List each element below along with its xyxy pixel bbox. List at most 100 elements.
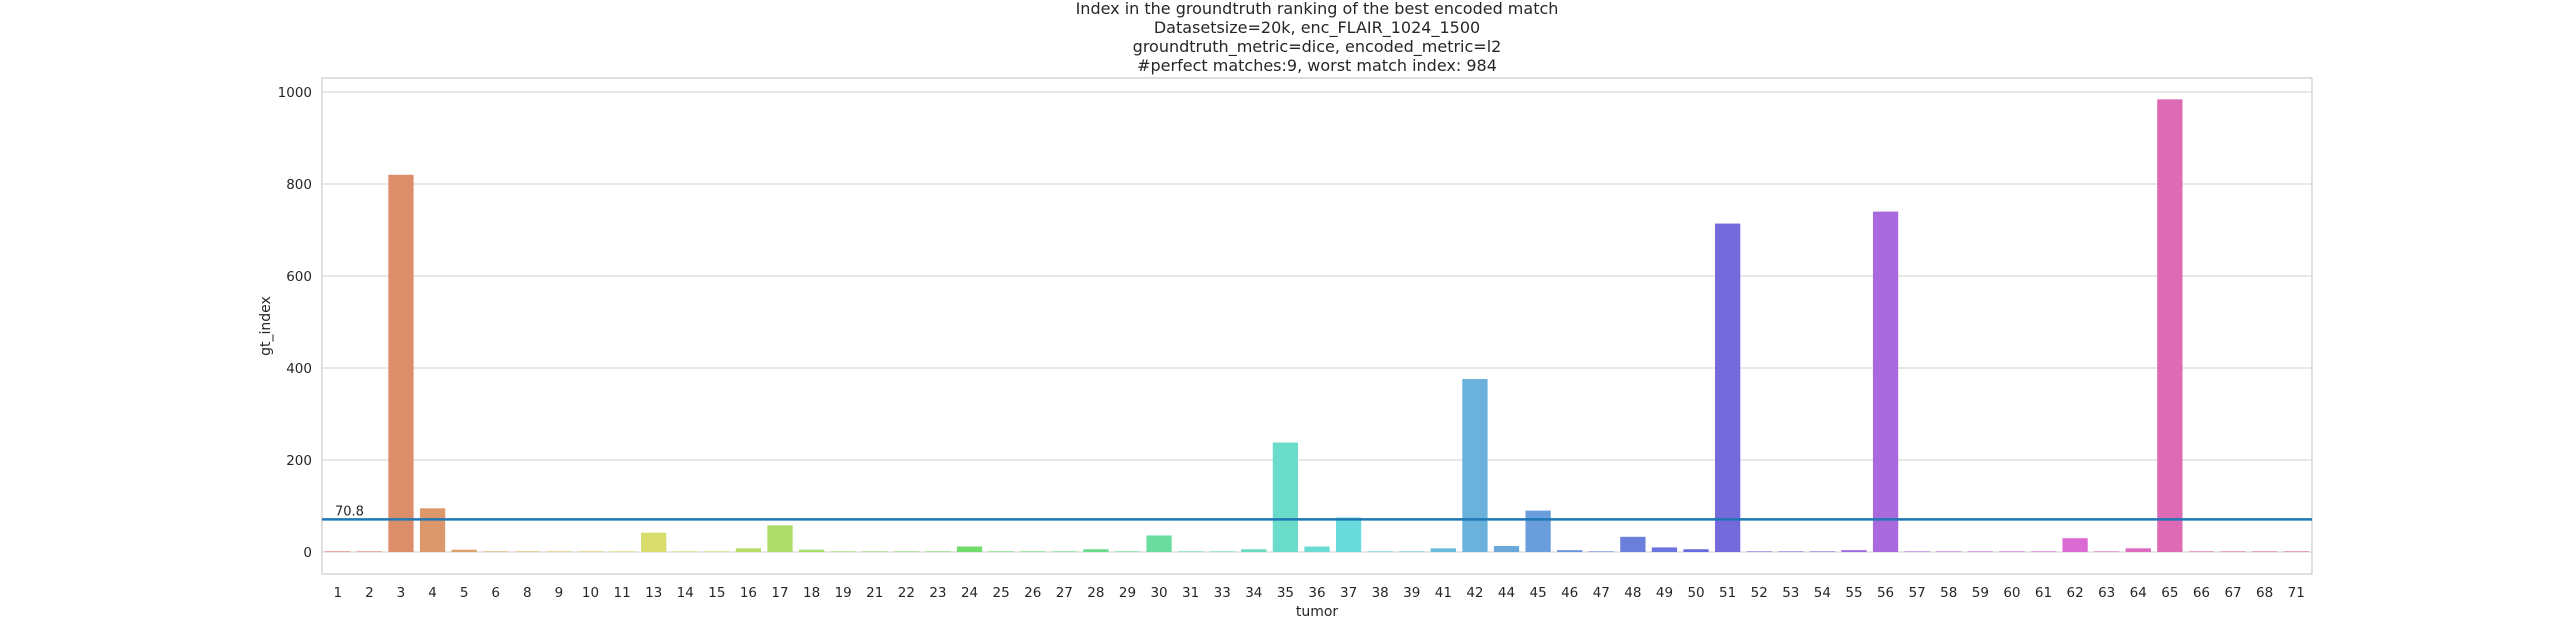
x-tick-labels: 1 2 3 4 5 6 8 9 10 11 13 14 15 16 17 18 19 21 22 23 24 25 26 27… bbox=[333, 585, 2304, 601]
bar-34 bbox=[1241, 549, 1267, 552]
y-tick-labels: 0 200 400 600 800 1000 bbox=[278, 85, 312, 561]
x-tick-label: 8 bbox=[523, 585, 532, 601]
x-tick-label: 37 bbox=[1340, 585, 1357, 601]
bar-56 bbox=[1872, 211, 1899, 552]
bar-48 bbox=[1620, 536, 1646, 552]
x-tick-label: 39 bbox=[1403, 585, 1420, 601]
x-tick-label: 35 bbox=[1277, 585, 1294, 601]
y-tick-label: 400 bbox=[286, 361, 312, 377]
x-tick-label: 4 bbox=[428, 585, 437, 601]
bar-16 bbox=[735, 548, 762, 552]
x-tick-label: 34 bbox=[1245, 585, 1262, 601]
chart-title: Index in the groundtruth ranking of the … bbox=[1076, 0, 1559, 75]
bar-64 bbox=[2125, 548, 2151, 552]
x-tick-label: 46 bbox=[1561, 585, 1578, 601]
x-tick-label: 52 bbox=[1751, 585, 1768, 601]
bar-13 bbox=[641, 532, 667, 552]
x-tick-label: 29 bbox=[1119, 585, 1136, 601]
x-tick-label: 5 bbox=[460, 585, 469, 601]
bar-22 bbox=[893, 551, 919, 552]
bar-55 bbox=[1841, 550, 1867, 552]
bar-38 bbox=[1367, 551, 1393, 552]
x-tick-label: 19 bbox=[835, 585, 852, 601]
bar-35 bbox=[1272, 442, 1299, 552]
x-tick-label: 68 bbox=[2256, 585, 2273, 601]
x-tick-label: 6 bbox=[491, 585, 500, 601]
x-tick-label: 21 bbox=[866, 585, 883, 601]
x-tick-label: 11 bbox=[613, 585, 630, 601]
bar-24 bbox=[956, 546, 983, 552]
x-tick-label: 27 bbox=[1056, 585, 1073, 601]
x-tick-label: 28 bbox=[1087, 585, 1104, 601]
bar-9 bbox=[546, 551, 572, 552]
x-tick-label: 31 bbox=[1182, 585, 1199, 601]
bar-3 bbox=[388, 174, 414, 553]
x-tick-label: 33 bbox=[1214, 585, 1231, 601]
x-tick-label: 16 bbox=[740, 585, 757, 601]
bar-61 bbox=[2030, 551, 2057, 552]
bar-53 bbox=[1778, 551, 1804, 552]
x-tick-label: 49 bbox=[1656, 585, 1673, 601]
x-tick-label: 71 bbox=[2288, 585, 2305, 601]
y-tick-label: 0 bbox=[303, 545, 312, 561]
x-tick-label: 14 bbox=[677, 585, 694, 601]
bar-45 bbox=[1525, 510, 1551, 552]
x-tick-label: 50 bbox=[1687, 585, 1704, 601]
bar-59 bbox=[1967, 551, 1993, 552]
bar-65 bbox=[2157, 99, 2183, 553]
bar-41 bbox=[1430, 548, 1456, 552]
x-tick-label: 63 bbox=[2098, 585, 2115, 601]
x-tick-label: 59 bbox=[1972, 585, 1989, 601]
bar-21 bbox=[862, 551, 888, 552]
x-axis-label: tumor bbox=[1296, 604, 1339, 620]
y-tick-label: 1000 bbox=[278, 85, 312, 101]
bar-5 bbox=[451, 549, 477, 552]
bar-19 bbox=[830, 551, 856, 552]
bar-52 bbox=[1746, 551, 1772, 552]
x-tick-label: 48 bbox=[1624, 585, 1641, 601]
y-tick-label: 800 bbox=[286, 177, 312, 193]
x-tick-label: 15 bbox=[708, 585, 725, 601]
bar-2 bbox=[356, 551, 383, 552]
x-tick-label: 51 bbox=[1719, 585, 1736, 601]
x-tick-label: 30 bbox=[1150, 585, 1167, 601]
bar-67 bbox=[2220, 551, 2246, 552]
x-tick-label: 42 bbox=[1466, 585, 1483, 601]
bar-23 bbox=[925, 551, 951, 552]
bar-30 bbox=[1146, 535, 1172, 552]
bar-14 bbox=[672, 551, 698, 552]
bar-28 bbox=[1083, 549, 1109, 552]
x-tick-label: 18 bbox=[803, 585, 820, 601]
bar-58 bbox=[1936, 551, 1962, 552]
plot-frame bbox=[321, 77, 2313, 575]
x-tick-label: 58 bbox=[1940, 585, 1957, 601]
bar-8 bbox=[514, 551, 540, 552]
bar-1 bbox=[325, 551, 351, 552]
x-tick-label: 9 bbox=[555, 585, 564, 601]
bar-66 bbox=[2188, 551, 2215, 552]
x-tick-label: 62 bbox=[2067, 585, 2084, 601]
bar-57 bbox=[1904, 551, 1930, 552]
bar-42 bbox=[1462, 379, 1488, 552]
x-tick-label: 10 bbox=[582, 585, 599, 601]
bar-18 bbox=[798, 549, 825, 552]
bar-37 bbox=[1335, 517, 1362, 552]
bar-51 bbox=[1715, 223, 1741, 552]
bar-62 bbox=[2062, 538, 2088, 552]
bar-46 bbox=[1557, 550, 1583, 552]
bar-27 bbox=[1051, 551, 1077, 552]
title-line-1: Index in the groundtruth ranking of the … bbox=[1076, 0, 1559, 18]
x-tick-label: 25 bbox=[993, 585, 1010, 601]
x-tick-label: 67 bbox=[2224, 585, 2241, 601]
bars bbox=[325, 99, 2309, 553]
x-tick-label: 44 bbox=[1498, 585, 1515, 601]
x-tick-label: 2 bbox=[365, 585, 374, 601]
x-tick-label: 64 bbox=[2130, 585, 2147, 601]
bar-6 bbox=[483, 551, 509, 552]
bar-49 bbox=[1651, 547, 1678, 552]
bar-47 bbox=[1588, 551, 1614, 552]
grid bbox=[322, 91, 2312, 553]
bar-50 bbox=[1683, 549, 1709, 552]
x-tick-label: 65 bbox=[2161, 585, 2178, 601]
reference-line-group: 70.8 bbox=[322, 504, 2312, 521]
